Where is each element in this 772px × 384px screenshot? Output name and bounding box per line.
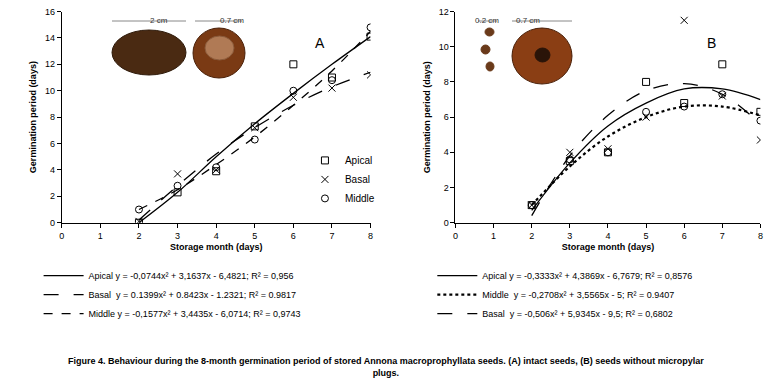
svg-text:B: B: [707, 35, 716, 51]
svg-text:1: 1: [98, 231, 103, 241]
svg-text:2 cm: 2 cm: [150, 16, 168, 25]
svg-text:0.7 cm: 0.7 cm: [220, 16, 244, 25]
svg-text:Germination period (days): Germination period (days): [28, 61, 38, 173]
svg-text:0.7 cm: 0.7 cm: [516, 16, 540, 25]
svg-text:6: 6: [50, 139, 55, 149]
svg-text:4: 4: [605, 231, 610, 241]
svg-text:8: 8: [50, 112, 55, 122]
svg-text:12: 12: [439, 7, 449, 17]
svg-text:Basal: Basal: [345, 174, 370, 185]
svg-text:12: 12: [45, 59, 55, 69]
svg-text:Basal y = -0,506x² + 5,9345x: Basal y = -0,506x² + 5,9345x - 9,5; R² =…: [482, 309, 672, 319]
svg-text:Storage month (days): Storage month (days): [170, 242, 263, 252]
svg-text:0: 0: [59, 231, 64, 241]
svg-text:4: 4: [50, 165, 55, 175]
svg-text:7: 7: [329, 231, 334, 241]
svg-text:8: 8: [758, 231, 763, 241]
svg-text:Apical: Apical: [345, 155, 372, 166]
svg-text:Middle y = -0,1577x² + 3,4435x: Middle y = -0,1577x² + 3,4435x - 6,0714;…: [89, 309, 301, 319]
svg-text:3: 3: [175, 231, 180, 241]
svg-text:Germination period (days): Germination period (days): [422, 61, 432, 173]
svg-text:10: 10: [45, 86, 55, 96]
svg-text:10: 10: [439, 42, 449, 52]
svg-text:Middle y = -0,2708x² + 3,5565: Middle y = -0,2708x² + 3,5565x - 5; R² =…: [482, 290, 674, 300]
svg-text:2: 2: [50, 191, 55, 201]
svg-text:2: 2: [136, 231, 141, 241]
svg-text:0: 0: [444, 218, 449, 228]
svg-text:14: 14: [45, 33, 55, 43]
svg-text:8: 8: [368, 231, 373, 241]
svg-text:7: 7: [720, 231, 725, 241]
svg-text:0: 0: [50, 218, 55, 228]
svg-text:6: 6: [682, 231, 687, 241]
svg-text:Figure 4. Behaviour during the: Figure 4. Behaviour during the 8-month g…: [68, 356, 704, 378]
svg-text:6: 6: [444, 112, 449, 122]
svg-text:8: 8: [444, 77, 449, 87]
svg-text:A: A: [315, 35, 325, 51]
svg-text:Storage month (days): Storage month (days): [562, 242, 655, 252]
svg-text:6: 6: [291, 231, 296, 241]
svg-text:0.2 cm: 0.2 cm: [475, 16, 499, 25]
svg-text:4: 4: [214, 231, 219, 241]
svg-text:Apical y = -0,3333x² + 4,3869x: Apical y = -0,3333x² + 4,3869x - 6,7679;…: [482, 271, 692, 281]
svg-text:3: 3: [567, 231, 572, 241]
svg-text:1: 1: [491, 231, 496, 241]
svg-text:0: 0: [453, 231, 458, 241]
svg-text:16: 16: [45, 7, 55, 17]
svg-text:4: 4: [444, 147, 449, 157]
svg-text:Apical y = -0,0744x² + 3,1637x: Apical y = -0,0744x² + 3,1637x - 6,4821;…: [89, 271, 294, 281]
svg-text:5: 5: [252, 231, 257, 241]
svg-text:Basal y = 0.1399x² + 0.8423x: Basal y = 0.1399x² + 0.8423x - 1.2321; R…: [89, 290, 296, 300]
svg-text:2: 2: [529, 231, 534, 241]
svg-text:2: 2: [444, 183, 449, 193]
svg-text:Middle: Middle: [345, 193, 375, 204]
svg-text:5: 5: [644, 231, 649, 241]
